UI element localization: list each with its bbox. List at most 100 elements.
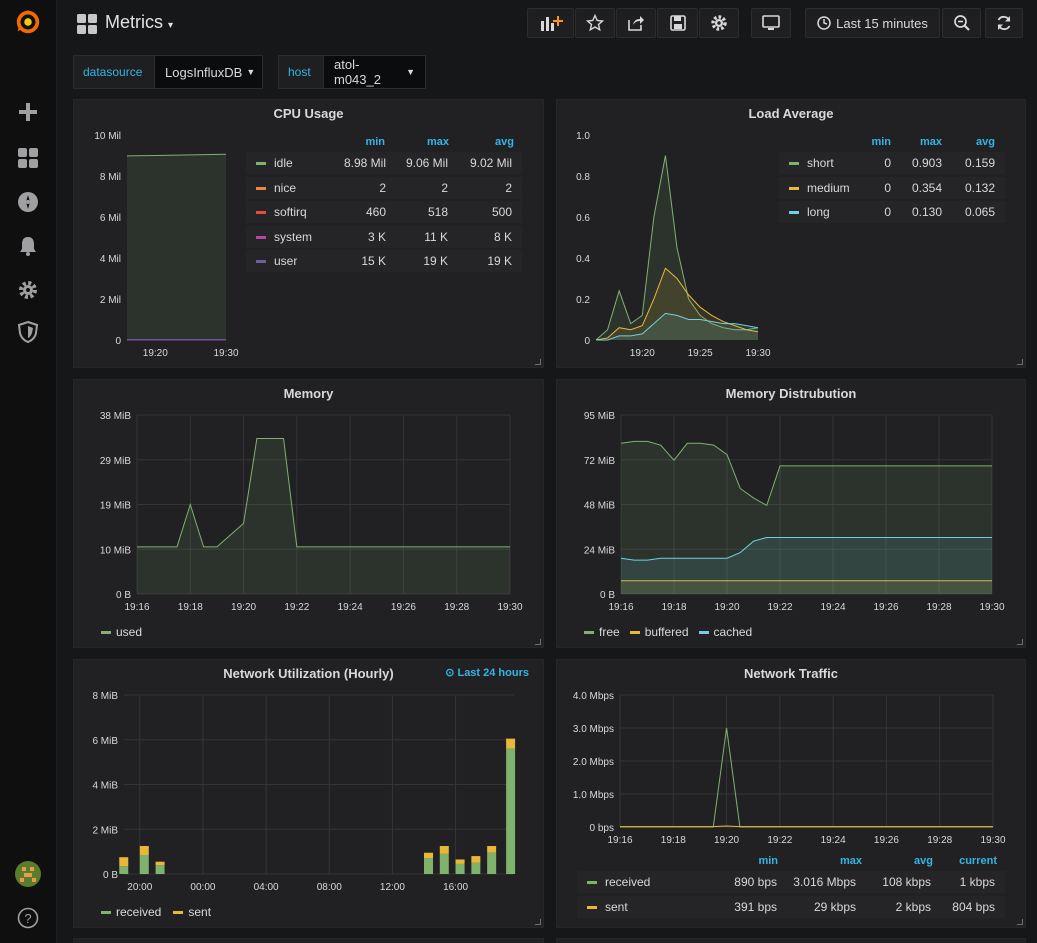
plus-icon[interactable] (14, 98, 42, 126)
load-average-chart[interactable]: 0 0.2 0.4 0.6 0.8 1.0 19:20 19:25 19:30 (557, 122, 772, 368)
legend-header-min[interactable]: min (758, 855, 778, 867)
x-tick-label: 19:18 (661, 602, 686, 613)
time-picker-button[interactable]: Last 15 minutes (805, 8, 940, 38)
legend-header-min[interactable]: min (365, 136, 385, 148)
resize-handle[interactable] (1017, 639, 1023, 645)
legend-row-user[interactable]: user 15 K 19 K 19 K (246, 250, 522, 273)
series-line-long[interactable] (596, 312, 759, 341)
bar-sent[interactable] (487, 846, 497, 853)
bar-sent[interactable] (119, 857, 129, 867)
save-button[interactable] (657, 8, 698, 38)
legend-item-free[interactable]: free (584, 625, 620, 639)
bar-sent[interactable] (455, 859, 465, 864)
legend-header-avg[interactable]: avg (495, 136, 514, 148)
bar-sent[interactable] (139, 846, 149, 855)
panel-title[interactable]: Network Utilization (Hourly) (223, 666, 394, 681)
bar-received[interactable] (119, 866, 129, 874)
grafana-logo[interactable] (14, 8, 42, 36)
resize-handle[interactable] (1017, 359, 1023, 365)
resize-handle[interactable] (535, 359, 541, 365)
legend-item-buffered[interactable]: buffered (629, 625, 689, 639)
resize-handle[interactable] (535, 919, 541, 925)
resize-handle[interactable] (1017, 919, 1023, 925)
legend-row-system[interactable]: system 3 K 11 K 8 K (246, 225, 522, 248)
view-mode-button[interactable] (751, 8, 791, 38)
bar-received[interactable] (155, 865, 165, 874)
legend-header-avg[interactable]: avg (976, 136, 995, 148)
legend-row-received[interactable]: received 890 bps 3.016 Mbps 108 kbps 1 kbps (577, 871, 1005, 893)
series-line-cached[interactable] (620, 536, 992, 561)
series-line-medium[interactable] (595, 267, 759, 341)
bell-icon[interactable] (14, 232, 42, 260)
bar-sent[interactable] (155, 861, 165, 866)
legend-header-max[interactable]: max (839, 855, 862, 867)
legend-header-max[interactable]: max (919, 136, 942, 148)
y-tick-label: 2 Mil (100, 295, 121, 306)
legend-item-used[interactable]: used (101, 625, 142, 639)
bar-sent[interactable] (439, 846, 449, 854)
legend-header-min[interactable]: min (871, 136, 891, 148)
bar-sent[interactable] (471, 856, 481, 863)
variable-dropdown-datasource[interactable]: LogsInfluxDB ▼ (154, 55, 263, 89)
legend-header-current[interactable]: current (959, 855, 997, 867)
panel-title[interactable]: CPU Usage (273, 106, 344, 121)
dashboards-icon[interactable] (14, 144, 42, 172)
legend-row-nice[interactable]: nice 2 2 2 (246, 176, 522, 199)
bar-sent[interactable] (506, 738, 516, 749)
legend-row-softirq[interactable]: softirq 460 518 500 (246, 201, 522, 224)
bar-received[interactable] (424, 858, 433, 874)
series-line-used[interactable] (137, 438, 510, 548)
legend-value-min: 3 K (367, 229, 386, 244)
series-line-received[interactable] (620, 727, 993, 828)
series-line-idle[interactable] (126, 153, 227, 157)
legend-row-long[interactable]: long 0 0.130 0.065 (779, 201, 1005, 224)
y-tick-label: 0 B (600, 590, 615, 601)
gear-icon[interactable] (14, 276, 42, 304)
add-panel-button[interactable] (527, 8, 574, 38)
network-utilization-chart[interactable]: 0 B 2 MiB 4 MiB 6 MiB 8 MiB 20:00 00:00 04:00 08… (74, 682, 543, 902)
legend-row-medium[interactable]: medium 0 0.354 0.132 (779, 176, 1005, 199)
avatar[interactable] (14, 860, 42, 888)
dashboards-icon[interactable] (77, 14, 97, 37)
bar-received[interactable] (471, 862, 481, 874)
panel-title[interactable]: Network Traffic (744, 666, 838, 681)
dashboard-title[interactable]: Metrics ▾ (105, 12, 174, 32)
memory-distribution-chart[interactable]: 0 B 24 MiB 48 MiB 72 MiB 95 MiB 19:16 19:18 19:… (557, 402, 1025, 622)
help-icon[interactable]: ? (14, 904, 42, 932)
bar-received[interactable] (139, 854, 149, 874)
settings-button[interactable] (699, 8, 739, 38)
bar-sent[interactable] (424, 852, 433, 859)
bar-received[interactable] (439, 853, 449, 874)
x-tick-label: 19:28 (444, 602, 469, 613)
shield-icon[interactable] (14, 318, 42, 346)
zoom-out-button[interactable] (942, 8, 981, 38)
series-line-sent[interactable] (620, 825, 993, 828)
legend-item-cached[interactable]: cached (698, 625, 752, 639)
refresh-button[interactable] (985, 8, 1023, 38)
network-traffic-chart[interactable]: 0 bps 1.0 Mbps 2.0 Mbps 3.0 Mbps 4.0 Mbps 19:… (557, 682, 1025, 850)
legend-header-max[interactable]: max (426, 136, 449, 148)
bar-received[interactable] (455, 863, 465, 874)
legend-row-idle[interactable]: idle 8.98 Mil 9.06 Mil 9.02 Mil (246, 152, 522, 174)
series-line-free[interactable] (620, 440, 992, 507)
resize-handle[interactable] (535, 639, 541, 645)
series-line-short[interactable] (595, 155, 759, 341)
panel-title[interactable]: Memory Distrubution (725, 386, 857, 401)
bar-received[interactable] (487, 852, 497, 874)
x-tick-label: 20:00 (127, 882, 152, 893)
cpu-usage-chart[interactable]: 0 2 Mil 4 Mil 6 Mil 8 Mil 10 Mil 19:20 19:30 (74, 122, 254, 368)
panel-title[interactable]: Load Average (748, 106, 834, 121)
legend-item-sent[interactable]: sent (173, 905, 211, 919)
legend-item-received[interactable]: received (101, 905, 161, 919)
variable-dropdown-host[interactable]: atol-m043_2 ▼ (323, 55, 426, 89)
explore-icon[interactable] (14, 188, 42, 216)
memory-chart[interactable]: 0 B 10 MiB 19 MiB 29 MiB 38 MiB 19:16 19:18 19:… (74, 402, 543, 622)
legend-row-sent[interactable]: sent 391 bps 29 kbps 2 kbps 804 bps (577, 896, 1005, 918)
legend-row-short[interactable]: short 0 0.903 0.159 (779, 152, 1005, 174)
share-button[interactable] (616, 8, 656, 38)
y-tick-label: 6 Mil (100, 213, 121, 224)
legend-header-avg[interactable]: avg (914, 855, 933, 867)
bar-received[interactable] (506, 748, 516, 874)
panel-title[interactable]: Memory (283, 386, 334, 401)
star-button[interactable] (575, 8, 615, 38)
